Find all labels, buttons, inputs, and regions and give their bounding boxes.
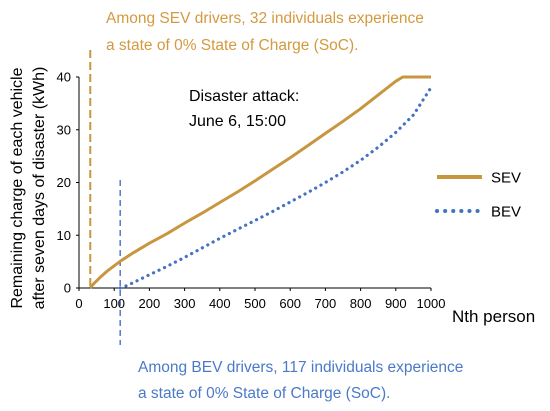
y-tick-label: 40 — [57, 70, 71, 85]
x-tick-label: 900 — [385, 296, 407, 311]
y-tick-label: 10 — [57, 228, 71, 243]
x-tick-label: 300 — [174, 296, 196, 311]
legend-label-bev: BEV — [491, 204, 521, 221]
x-tick-label: 700 — [315, 296, 337, 311]
x-tick-label: 100 — [103, 296, 125, 311]
disaster-annotation-line1: Disaster attack: — [189, 88, 299, 105]
series-line-sev — [90, 77, 431, 288]
y-tick-label: 30 — [57, 122, 71, 137]
x-tick-label: 400 — [209, 296, 231, 311]
disaster-annotation-line2: June 6, 15:00 — [189, 113, 286, 130]
x-tick-label: 200 — [139, 296, 161, 311]
x-tick-label: 500 — [244, 296, 266, 311]
x-axis-label: Nth person — [452, 307, 535, 326]
bev-annotation-line1: Among BEV drivers, 117 individuals exper… — [138, 359, 463, 376]
x-tick-label: 800 — [350, 296, 372, 311]
y-axis-label-line2: after seven days of disaster (kWh) — [31, 67, 48, 310]
y-tick-label: 20 — [57, 175, 71, 190]
bev-annotation-line2: a state of 0% State of Charge (SoC). — [138, 385, 390, 402]
x-tick-label: 1000 — [417, 296, 446, 311]
y-tick-label: 0 — [64, 281, 71, 296]
y-axis-label-line1: Remaining charge of each vehicle — [9, 67, 26, 308]
sev-annotation-line2: a state of 0% State of Charge (SoC). — [106, 37, 358, 54]
sev-annotation-line1: Among SEV drivers, 32 individuals experi… — [106, 10, 424, 27]
x-tick-label: 600 — [279, 296, 301, 311]
legend-label-sev: SEV — [491, 170, 521, 187]
x-tick-label: 0 — [75, 296, 82, 311]
